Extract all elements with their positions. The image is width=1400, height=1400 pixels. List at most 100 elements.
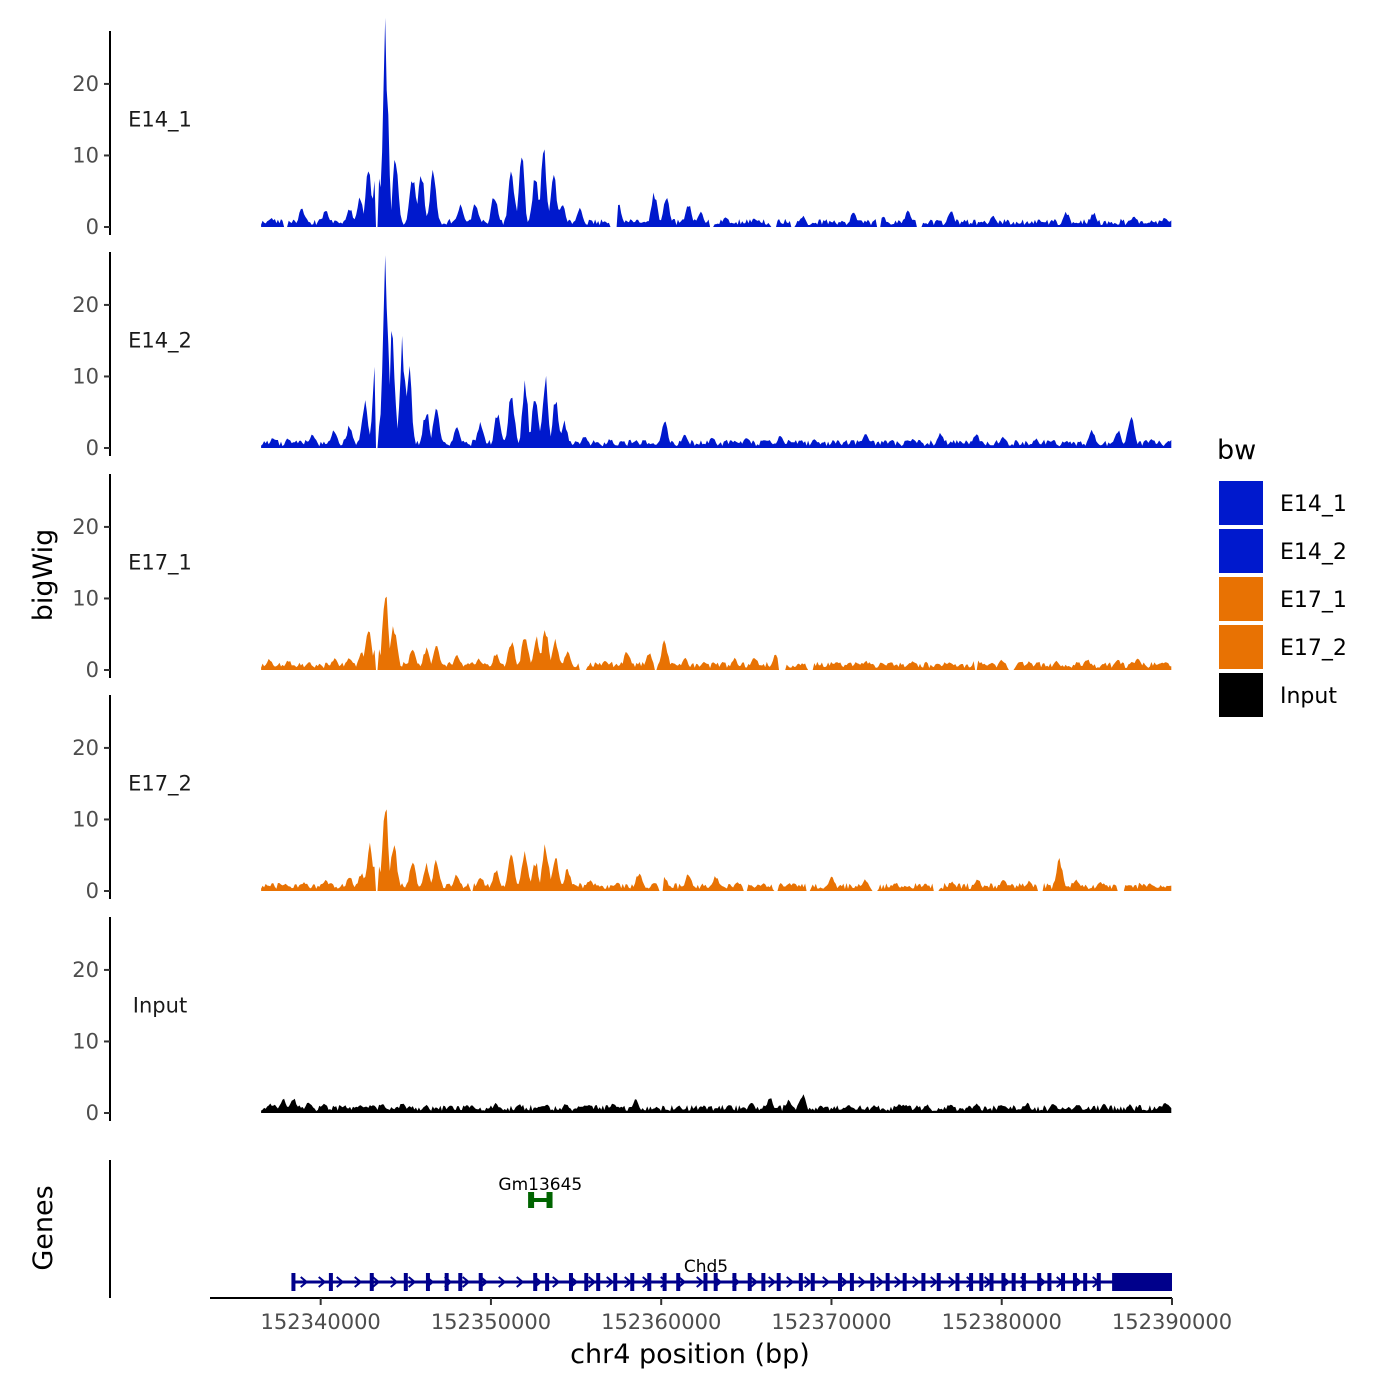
y-axis-title: bigWig (28, 529, 59, 622)
y-tick-label: 20 (72, 958, 99, 982)
y-tick-label: 0 (86, 215, 99, 239)
gene-exon (676, 1273, 681, 1291)
legend-label: E14_2 (1280, 540, 1347, 565)
strand-arrow (552, 1276, 561, 1288)
y-tick-label: 10 (72, 364, 99, 388)
track-E17_2: 0 10 20 E17_2 (72, 695, 1172, 903)
y-tick-label: 10 (72, 586, 99, 610)
y-tick-label: 20 (72, 515, 99, 539)
strand-arrow (300, 1276, 309, 1288)
gene-exon (703, 1273, 708, 1291)
signal-area-E17_1 (261, 596, 1172, 670)
legend-item-E14_2: E14_2 (1217, 527, 1347, 575)
strand-arrow (588, 1276, 597, 1288)
gene-exon (458, 1273, 463, 1291)
legend: bw E14_1 E14_2 E17_1 E17_2 Input (1217, 435, 1347, 719)
gene-exon (613, 1273, 618, 1291)
strand-arrow (516, 1276, 525, 1288)
gene-exon (545, 1273, 550, 1291)
x-tick-label: 152360000 (601, 1310, 721, 1334)
y-tick-label: 20 (72, 293, 99, 317)
legend-label: E14_1 (1280, 492, 1347, 517)
gene-exon (1096, 1273, 1101, 1291)
gene-exon (478, 1273, 483, 1291)
gene-exon (1037, 1273, 1042, 1291)
gene-exon (369, 1273, 374, 1291)
strand-arrow (876, 1276, 885, 1288)
strand-arrow (822, 1276, 831, 1288)
y-tick-label: 20 (72, 736, 99, 760)
legend-item-E17_1: E17_1 (1217, 575, 1347, 623)
gene-exon (776, 1273, 781, 1291)
legend-swatch (1217, 671, 1265, 719)
strand-arrow (696, 1276, 705, 1288)
legend-item-E17_2: E17_2 (1217, 623, 1347, 671)
strand-arrow (894, 1276, 903, 1288)
legend-label: E17_1 (1280, 588, 1347, 613)
strand-arrow (912, 1276, 921, 1288)
y-tick-label: 0 (86, 1101, 99, 1125)
gene-exon (568, 1273, 573, 1291)
track-Input: 0 10 20 Input (72, 917, 1172, 1125)
strand-arrow (336, 1276, 345, 1288)
gene-exon (1011, 1273, 1016, 1291)
signal-area-E14_1 (261, 17, 1172, 228)
y-tick-label: 10 (72, 143, 99, 167)
gene-exon (1001, 1273, 1006, 1291)
strand-arrow (678, 1276, 687, 1288)
y-tick-label: 20 (72, 72, 99, 96)
gene-exon (328, 1273, 333, 1291)
y-tick-label: 10 (72, 1029, 99, 1053)
legend-swatch (1217, 575, 1265, 623)
track-label-Input: Input (133, 994, 187, 1018)
gene-exon (921, 1273, 926, 1291)
x-tick-label: 152340000 (261, 1310, 381, 1334)
legend-label: E17_2 (1280, 636, 1347, 661)
strand-arrow (930, 1276, 939, 1288)
gene-exon (989, 1273, 994, 1291)
gene-exon (528, 1192, 535, 1208)
track-label-E17_2: E17_2 (128, 772, 192, 797)
gene-exon (444, 1273, 449, 1291)
strand-arrow (390, 1276, 399, 1288)
strand-arrow (768, 1276, 777, 1288)
x-tick-label: 152390000 (1112, 1310, 1232, 1334)
strand-arrow (354, 1276, 363, 1288)
gene-exon (936, 1273, 941, 1291)
strand-arrow (480, 1276, 489, 1288)
strand-arrow (498, 1276, 507, 1288)
gene-exon (647, 1273, 652, 1291)
gene-exon (870, 1273, 875, 1291)
gene-exon (662, 1273, 667, 1291)
strand-arrow (948, 1276, 957, 1288)
gene-exon (596, 1273, 601, 1291)
gene-exon (533, 1273, 538, 1291)
gene-exon (798, 1273, 803, 1291)
gene-exon (1047, 1273, 1052, 1291)
gene-exon (546, 1192, 553, 1208)
x-axis-title: chr4 position (bp) (570, 1339, 810, 1370)
gene-exon (732, 1273, 737, 1291)
gene-exon (955, 1273, 960, 1291)
track-label-E14_1: E14_1 (128, 108, 192, 133)
signal-tracks: 0 10 20 E14_1 0 10 20 E14_2 0 10 20 E17_1 0 10 20 E17_2… (72, 17, 1172, 1125)
gene-exon (1061, 1273, 1066, 1291)
strand-arrow (840, 1276, 849, 1288)
signal-area-Input (261, 1094, 1172, 1113)
gene-label-Chd5: Chd5 (684, 1257, 728, 1277)
gene-exon (584, 1273, 589, 1291)
signal-area-E17_2 (261, 809, 1172, 891)
strand-arrow (786, 1276, 795, 1288)
legend-item-Input: Input (1217, 671, 1337, 719)
strand-arrow (606, 1276, 615, 1288)
gene-exon (630, 1273, 635, 1291)
gene-exon (425, 1273, 430, 1291)
track-label-E17_1: E17_1 (128, 551, 192, 576)
gene-exon (403, 1273, 408, 1291)
y-tick-label: 0 (86, 658, 99, 682)
legend-title: bw (1217, 435, 1256, 466)
gene-models: Gm13645 Chd5 (291, 1175, 1172, 1291)
strand-arrow (858, 1276, 867, 1288)
